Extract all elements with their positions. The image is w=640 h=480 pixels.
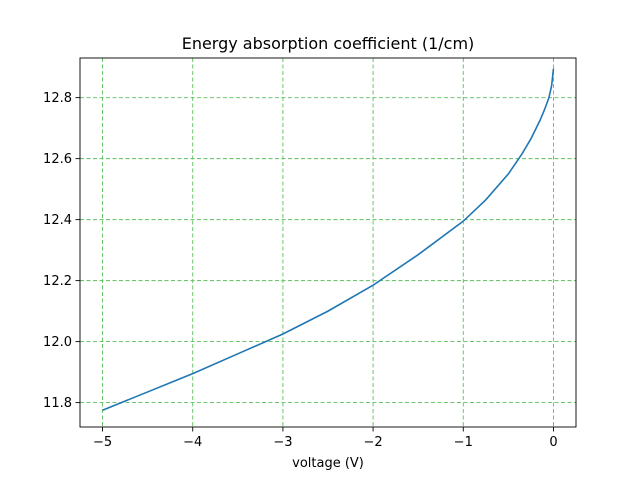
x-tick-label: 0 (549, 435, 557, 450)
x-tick-label: −2 (364, 435, 383, 450)
y-tick-label: 12.2 (43, 274, 72, 289)
series-layer (102, 68, 555, 411)
ticks: −5 −4 −3 −2 −1 0 11.8 12.0 12.2 12.4 12.6 12.8 (43, 91, 558, 450)
y-tick-label: 12.8 (43, 91, 72, 106)
x-tick-label: −3 (273, 435, 292, 450)
y-tick-label: 12.0 (43, 335, 72, 350)
grid (80, 58, 576, 427)
x-tick-label: −1 (454, 435, 473, 450)
x-axis-title: voltage (V) (292, 456, 364, 471)
x-tick-label: −5 (93, 435, 112, 450)
y-tick-label: 12.6 (43, 152, 72, 167)
y-tick-label: 12.4 (43, 213, 72, 228)
y-tick-label: 11.8 (43, 396, 72, 411)
x-tick-label: −4 (183, 435, 202, 450)
series-line-0 (102, 68, 555, 411)
chart-title: Energy absorption coefficient (1/cm) (182, 34, 475, 53)
plot-area-frame (79, 57, 577, 428)
